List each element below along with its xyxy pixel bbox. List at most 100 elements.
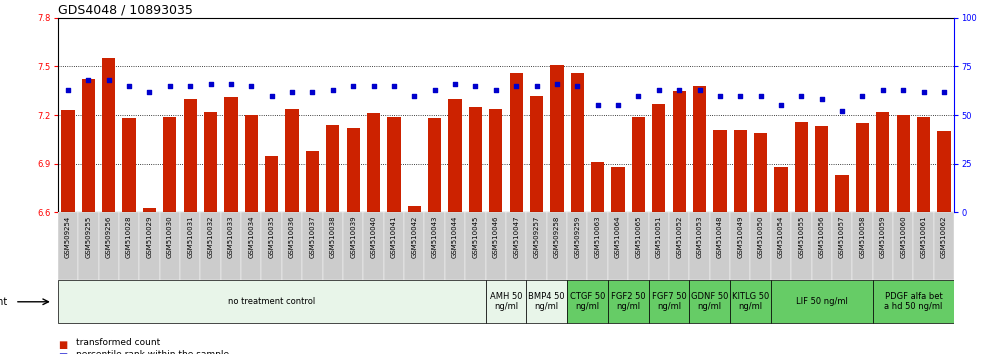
Bar	[917, 117, 930, 212]
Text: GSM509255: GSM509255	[86, 216, 92, 258]
Point	[60, 87, 76, 92]
Bar	[571, 73, 584, 212]
Point	[630, 93, 646, 98]
Text: GSM510061: GSM510061	[920, 216, 926, 258]
Bar	[241, 212, 262, 280]
Text: GSM510039: GSM510039	[351, 216, 357, 258]
Bar	[550, 65, 564, 212]
Bar	[526, 212, 547, 280]
Text: GSM510042: GSM510042	[411, 216, 417, 258]
Point	[691, 87, 707, 92]
Text: GSM510035: GSM510035	[269, 216, 275, 258]
Bar	[791, 212, 812, 280]
Bar	[245, 115, 258, 212]
Bar	[934, 212, 954, 280]
Text: ■: ■	[58, 352, 67, 354]
Point	[366, 83, 381, 88]
Bar	[224, 97, 238, 212]
Point	[650, 87, 666, 92]
Bar	[367, 113, 380, 212]
Bar	[913, 212, 934, 280]
Bar	[323, 212, 343, 280]
Bar	[832, 212, 853, 280]
Bar	[306, 151, 319, 212]
Text: GSM510040: GSM510040	[371, 216, 376, 258]
Point	[467, 83, 483, 88]
Bar	[102, 58, 116, 212]
Point	[406, 93, 422, 98]
Point	[346, 83, 362, 88]
Point	[895, 87, 911, 92]
Text: GSM510029: GSM510029	[146, 216, 152, 258]
Bar	[689, 280, 730, 324]
Point	[529, 83, 545, 88]
Text: GSM509258: GSM509258	[554, 216, 560, 258]
Bar	[567, 212, 588, 280]
Point	[426, 87, 442, 92]
Text: FGF7 50
ng/ml: FGF7 50 ng/ml	[651, 292, 686, 312]
Bar	[469, 107, 482, 212]
Point	[814, 97, 830, 102]
Point	[284, 89, 300, 95]
Text: GDS4048 / 10893035: GDS4048 / 10893035	[58, 4, 192, 17]
Bar	[771, 212, 791, 280]
Bar	[734, 130, 747, 212]
Bar	[652, 104, 665, 212]
Text: GSM510062: GSM510062	[941, 216, 947, 258]
Text: KITLG 50
ng/ml: KITLG 50 ng/ml	[732, 292, 769, 312]
Bar	[407, 206, 421, 212]
Text: transformed count: transformed count	[76, 338, 160, 347]
Text: BMP4 50
ng/ml: BMP4 50 ng/ml	[529, 292, 565, 312]
Point	[202, 81, 218, 87]
Bar	[750, 212, 771, 280]
Point	[712, 93, 728, 98]
Bar	[506, 212, 526, 280]
Bar	[510, 73, 523, 212]
Point	[447, 81, 463, 87]
Text: GSM510036: GSM510036	[289, 216, 295, 258]
Text: GSM510052: GSM510052	[676, 216, 682, 258]
Bar	[588, 212, 608, 280]
Point	[855, 93, 871, 98]
Point	[936, 89, 952, 95]
Text: GSM510065: GSM510065	[635, 216, 641, 258]
Bar	[836, 175, 849, 212]
Text: GSM509256: GSM509256	[106, 216, 112, 258]
Text: GSM510046: GSM510046	[493, 216, 499, 258]
Text: GSM510048: GSM510048	[717, 216, 723, 258]
Bar	[347, 128, 360, 212]
Text: GSM510050: GSM510050	[758, 216, 764, 258]
Text: GSM510060: GSM510060	[900, 216, 906, 258]
Text: percentile rank within the sample: percentile rank within the sample	[76, 350, 229, 354]
Text: CTGF 50
ng/ml: CTGF 50 ng/ml	[570, 292, 606, 312]
Bar	[612, 167, 624, 212]
Bar	[62, 110, 75, 212]
Text: GSM510064: GSM510064	[615, 216, 622, 258]
Text: agent: agent	[0, 297, 8, 307]
Point	[305, 89, 321, 95]
Bar	[774, 167, 788, 212]
Text: no treatment control: no treatment control	[228, 297, 316, 306]
Bar	[730, 280, 771, 324]
Bar	[530, 96, 543, 212]
Bar	[78, 212, 99, 280]
Text: LIF 50 ng/ml: LIF 50 ng/ml	[796, 297, 848, 306]
Bar	[204, 112, 217, 212]
Bar	[631, 117, 645, 212]
Bar	[286, 109, 299, 212]
Bar	[364, 212, 383, 280]
Text: GSM510051: GSM510051	[655, 216, 661, 258]
Bar	[872, 280, 954, 324]
Bar	[648, 212, 669, 280]
Text: GSM510058: GSM510058	[860, 216, 866, 258]
Bar	[853, 212, 872, 280]
Bar	[119, 212, 139, 280]
Point	[488, 87, 504, 92]
Text: ■: ■	[58, 340, 67, 350]
Point	[325, 87, 341, 92]
Point	[671, 87, 687, 92]
Bar	[754, 133, 767, 212]
Point	[223, 81, 239, 87]
Bar	[669, 212, 689, 280]
Bar	[713, 130, 726, 212]
